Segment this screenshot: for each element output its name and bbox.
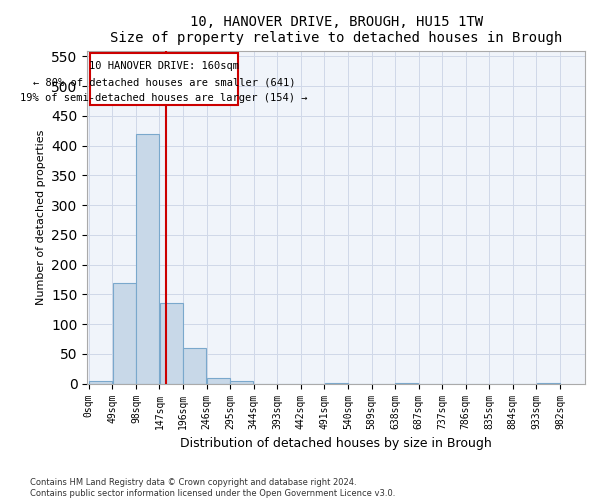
Bar <box>230 380 253 384</box>
Bar <box>136 134 159 384</box>
Bar <box>113 282 136 384</box>
Bar <box>325 382 347 384</box>
Bar <box>207 378 230 384</box>
Text: ← 80% of detached houses are smaller (641): ← 80% of detached houses are smaller (64… <box>32 78 295 88</box>
Bar <box>395 382 418 384</box>
Text: 10 HANOVER DRIVE: 160sqm: 10 HANOVER DRIVE: 160sqm <box>89 61 239 71</box>
Text: 19% of semi-detached houses are larger (154) →: 19% of semi-detached houses are larger (… <box>20 94 308 104</box>
Bar <box>160 304 183 384</box>
FancyBboxPatch shape <box>90 53 238 106</box>
Bar <box>183 348 206 384</box>
Bar <box>536 382 560 384</box>
Title: 10, HANOVER DRIVE, BROUGH, HU15 1TW
Size of property relative to detached houses: 10, HANOVER DRIVE, BROUGH, HU15 1TW Size… <box>110 15 562 45</box>
Bar <box>89 380 112 384</box>
X-axis label: Distribution of detached houses by size in Brough: Distribution of detached houses by size … <box>180 437 492 450</box>
Y-axis label: Number of detached properties: Number of detached properties <box>35 130 46 305</box>
Text: Contains HM Land Registry data © Crown copyright and database right 2024.
Contai: Contains HM Land Registry data © Crown c… <box>30 478 395 498</box>
